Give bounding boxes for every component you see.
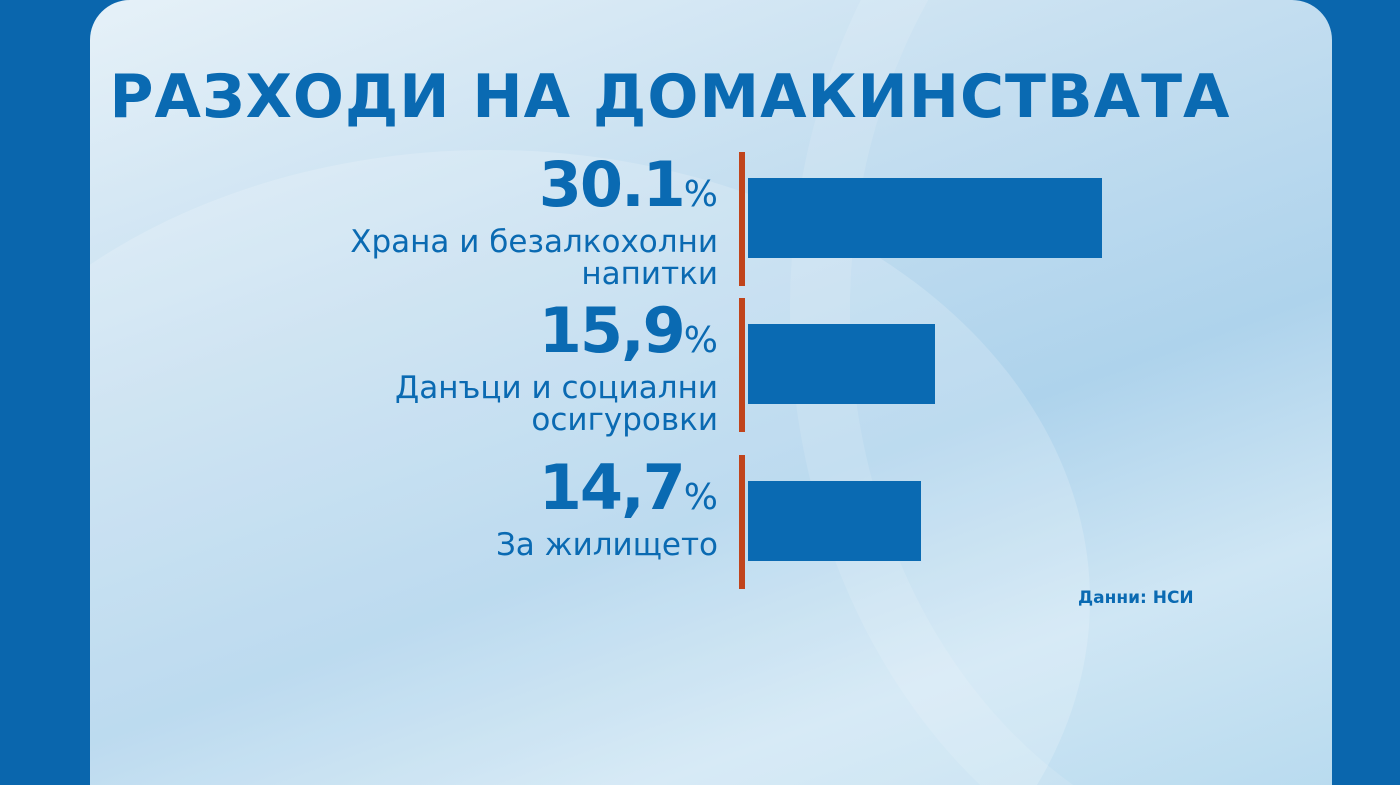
bar [748,324,935,404]
bar-label: 15,9% Данъци и социални осигуровки [278,300,718,438]
chart-title: РАЗХОДИ НА ДОМАКИНСТВАТА [109,62,1231,132]
source-note: Данни: НСИ [1078,588,1194,608]
category-label: Храна и безалкохолни напитки [350,224,718,292]
value-number: 30.1 [538,148,686,221]
value-unit: % [683,320,718,361]
bar-label: 14,7% За жилището [278,457,718,563]
bar [748,178,1102,258]
value-label: 30.1% [278,154,718,226]
separator [739,152,745,286]
value-label: 15,9% [278,300,718,372]
separator [739,298,745,432]
value-number: 14,7 [538,451,686,524]
value-unit: % [683,174,718,215]
value-unit: % [683,477,718,518]
value-number: 15,9 [538,294,686,367]
separator [739,455,745,589]
bar [748,481,921,561]
value-label: 14,7% [278,457,718,529]
bar-label: 30.1% Храна и безалкохолни напитки [278,154,718,292]
category-label: За жилището [495,527,718,563]
category-label: Данъци и социални осигуровки [395,370,718,438]
